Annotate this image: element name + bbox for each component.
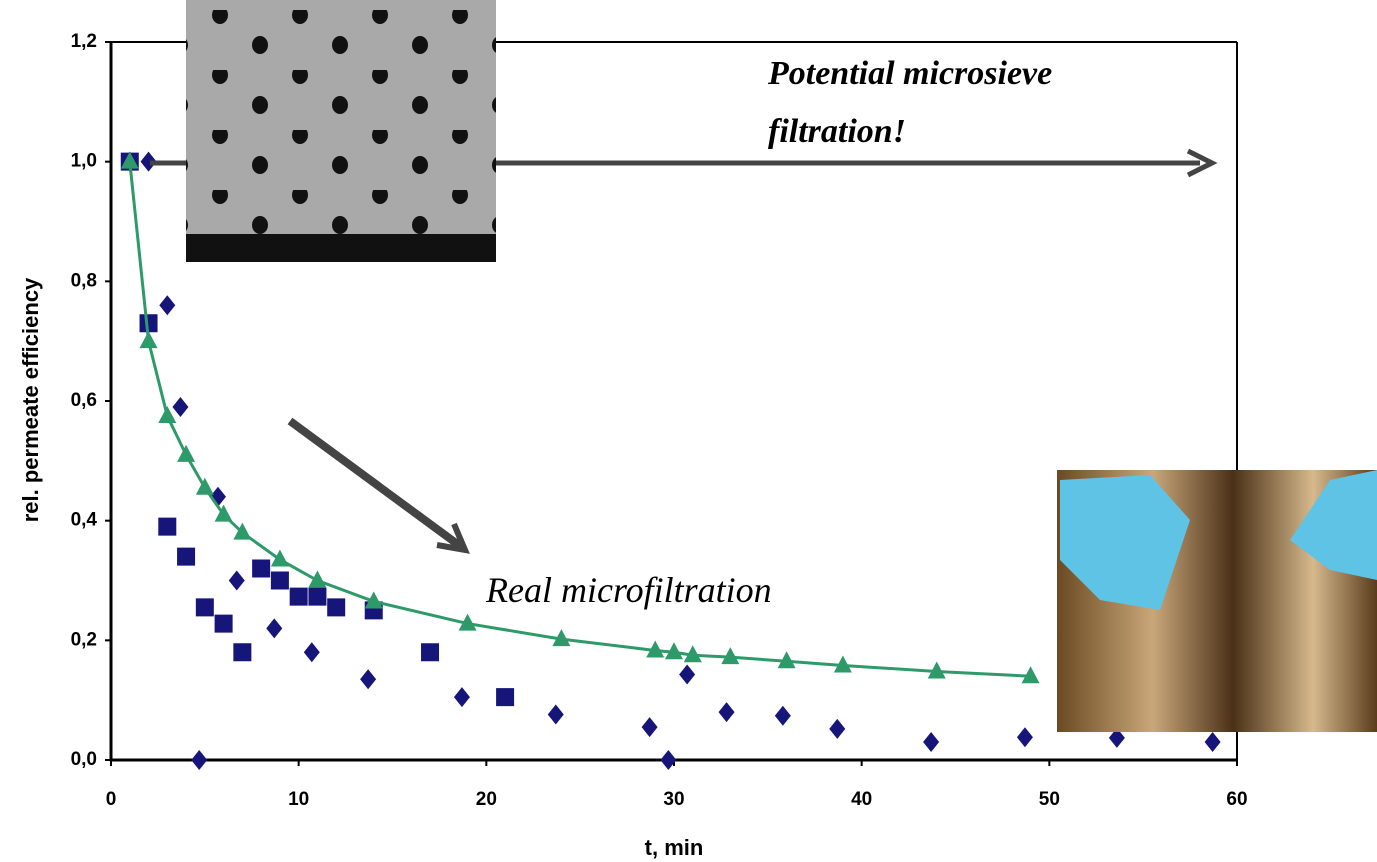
marker (252, 559, 271, 578)
marker (1108, 727, 1125, 748)
x-tick-label: 20 (476, 789, 497, 810)
y-tick-label: 1,2 (71, 31, 97, 52)
annotation: Real microfiltration (485, 570, 772, 610)
marker (421, 643, 440, 662)
marker (774, 705, 791, 726)
y-tick-label: 0,8 (71, 270, 97, 291)
x-axis-title: t, min (645, 835, 704, 860)
marker (228, 570, 245, 591)
marker (683, 645, 702, 663)
marker (308, 570, 327, 588)
marker (1016, 727, 1033, 748)
marker (172, 396, 189, 417)
y-tick-label: 0,2 (71, 629, 97, 650)
marker (1021, 666, 1040, 684)
x-tick-label: 40 (851, 789, 872, 810)
x-tick-label: 60 (1226, 789, 1247, 810)
y-tick-label: 0,6 (71, 390, 97, 411)
marker (927, 661, 946, 679)
marker (721, 647, 740, 665)
y-tick-label: 1,0 (71, 151, 97, 172)
marker (139, 314, 158, 333)
marker (1204, 732, 1221, 753)
arrow-head (1186, 148, 1218, 178)
marker (139, 331, 158, 349)
marker (266, 618, 283, 639)
marker (214, 614, 233, 633)
y-axis-title: rel. permeate efficiency (18, 277, 43, 522)
marker (177, 444, 196, 462)
annotation: filtration! (768, 113, 906, 150)
marker (829, 718, 846, 739)
annotation: Potential microsieve (767, 55, 1052, 92)
marker (177, 547, 196, 566)
sem-image (186, 0, 496, 262)
marker (308, 587, 327, 606)
marker (364, 591, 383, 609)
marker (547, 704, 564, 725)
marker (233, 643, 252, 662)
marker (214, 504, 233, 522)
x-tick-label: 0 (106, 789, 117, 810)
marker (195, 598, 214, 617)
y-tick-label: 0,0 (71, 749, 97, 770)
filter-photo (1057, 470, 1377, 732)
marker (777, 651, 796, 669)
plot-area (105, 41, 1238, 770)
marker (453, 687, 470, 708)
marker (646, 640, 665, 658)
sem-photo (186, 0, 496, 262)
marker (158, 517, 177, 536)
marker (140, 151, 157, 172)
marker (158, 405, 177, 423)
marker (289, 587, 308, 606)
marker (327, 598, 346, 617)
marker (270, 571, 289, 590)
marker (270, 549, 289, 567)
marker (496, 688, 515, 707)
marker (458, 613, 477, 631)
glove (1290, 470, 1377, 580)
marker (833, 655, 852, 673)
marker (718, 702, 735, 723)
marker (679, 664, 696, 685)
x-tick-label: 10 (288, 789, 309, 810)
marker (191, 750, 208, 770)
marker (552, 629, 571, 647)
x-tick-label: 30 (663, 789, 684, 810)
x-tick-label: 50 (1039, 789, 1060, 810)
marker (665, 642, 683, 660)
marker (233, 522, 252, 540)
glove (1060, 475, 1190, 610)
y-tick-label: 0,4 (71, 510, 98, 531)
arrow-head (436, 522, 470, 554)
marker (923, 732, 940, 753)
arrow (287, 417, 463, 550)
marker (360, 669, 377, 690)
marker (303, 642, 320, 663)
marker (641, 717, 658, 738)
marker (120, 151, 139, 169)
marker (660, 750, 677, 770)
marker (159, 295, 176, 316)
sem-info-bar (186, 234, 496, 262)
marker (195, 477, 214, 495)
